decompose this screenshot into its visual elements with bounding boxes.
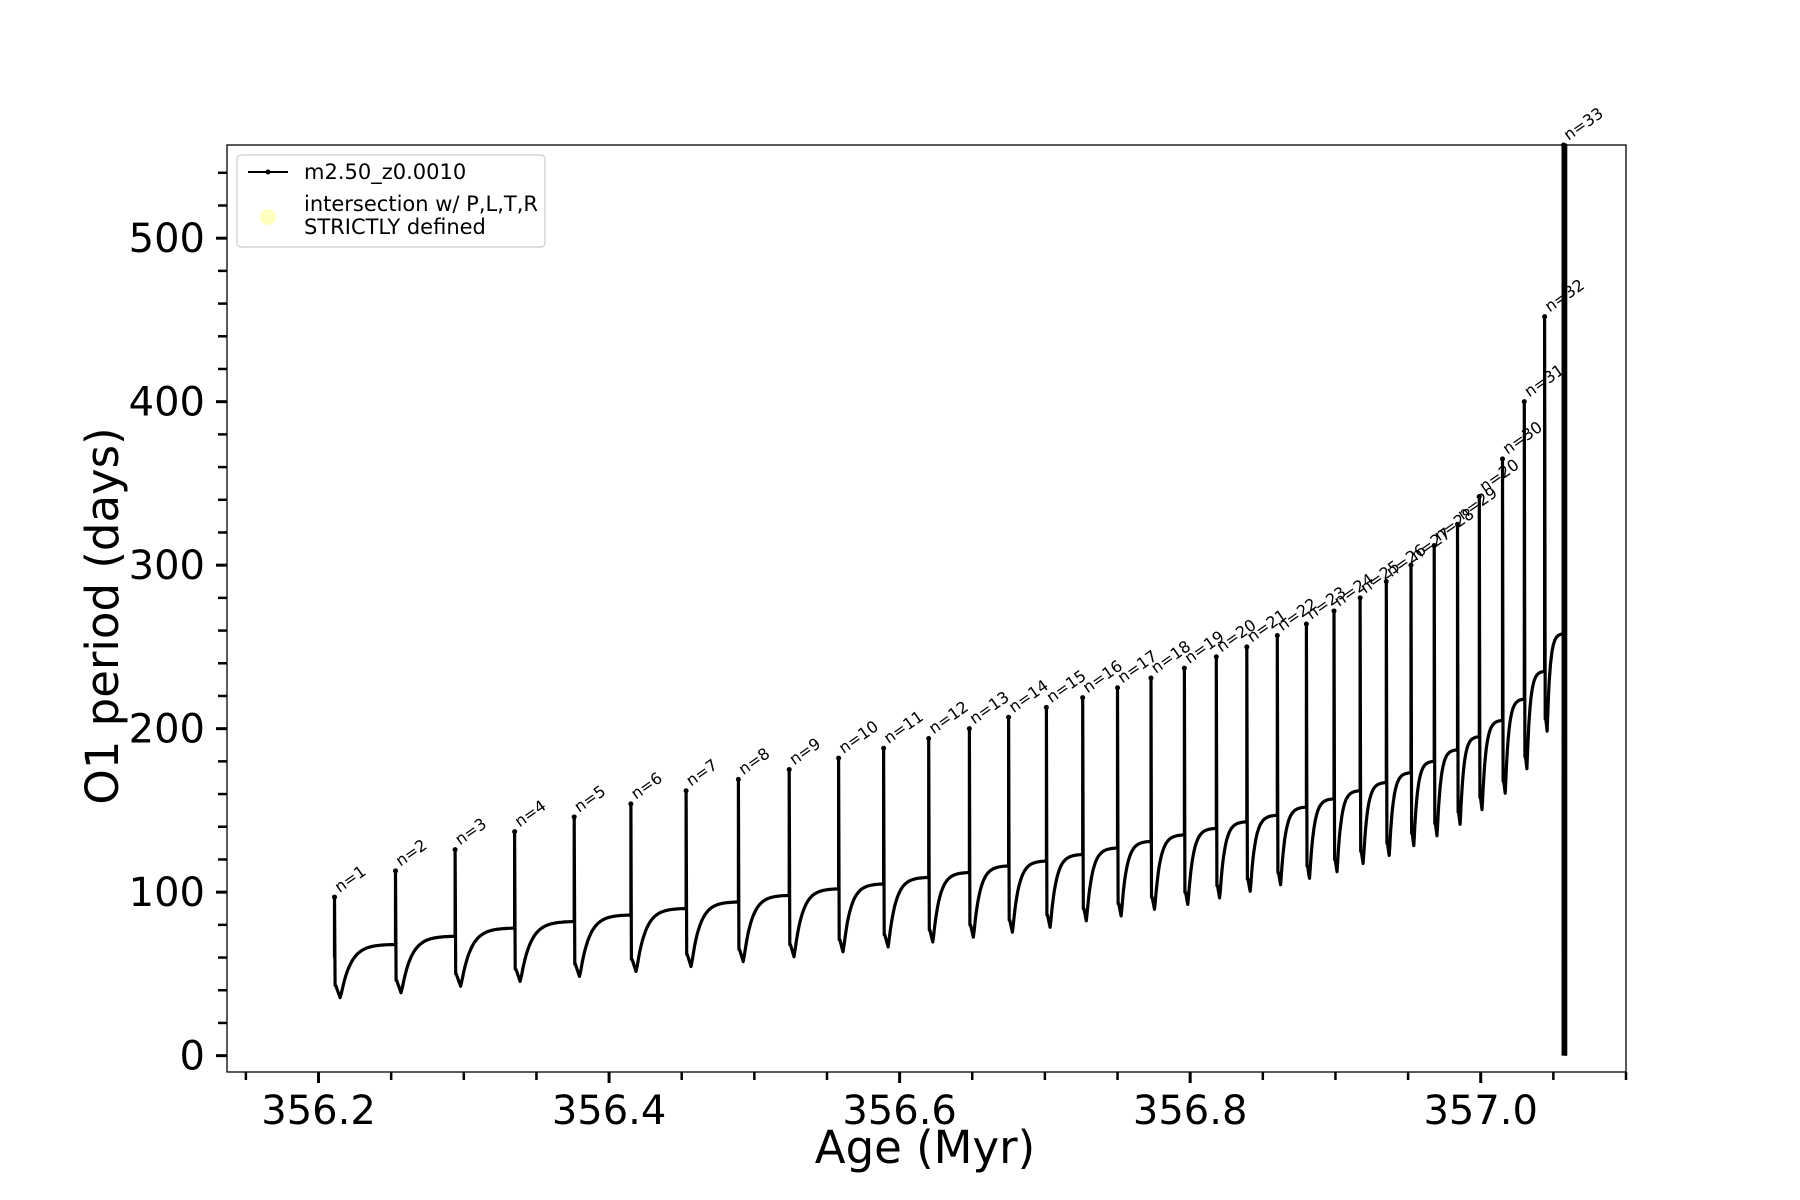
pulse-peak-marker xyxy=(786,767,792,773)
pulse-label: n=2 xyxy=(392,835,431,870)
pulse-label: n=3 xyxy=(451,814,490,849)
pulse-peak-marker xyxy=(683,788,689,794)
y-tick-label: 200 xyxy=(129,707,205,753)
pulse-peak-marker xyxy=(393,868,399,874)
pulse-label: n=33 xyxy=(1560,104,1607,145)
pulse-peak-marker xyxy=(1080,695,1086,701)
pulse-peak-marker xyxy=(1431,543,1437,549)
y-tick-label: 100 xyxy=(129,870,205,916)
pulse-peak-marker xyxy=(1043,704,1049,710)
pulse-label: n=30 xyxy=(1499,417,1546,458)
pulse-label: n=8 xyxy=(735,744,774,779)
series-m2.50_z0.0010 xyxy=(332,142,1568,1056)
pulse-peak-marker xyxy=(1006,714,1012,720)
pulse-peak-marker xyxy=(1331,608,1337,614)
pulse-peak-marker xyxy=(1244,644,1250,650)
pulse-label: n=20 xyxy=(1476,455,1523,496)
pulse-peak-marker xyxy=(1408,562,1414,568)
legend-label-series: m2.50_z0.0010 xyxy=(304,160,466,185)
x-axis-label: Age (Myr) xyxy=(815,1121,1035,1174)
pulse-peak-marker xyxy=(1181,665,1187,671)
legend-dot-marker xyxy=(265,169,271,175)
pulse-label: n=11 xyxy=(880,707,927,748)
plot-frame xyxy=(226,144,1627,1073)
pulse-label: n=5 xyxy=(571,781,610,816)
pulse-label: n=4 xyxy=(511,796,550,831)
final-pulse-band xyxy=(1561,145,1567,1056)
pulse-peak-marker xyxy=(1213,654,1219,660)
pulse-peak-marker xyxy=(571,814,577,820)
x-tick-label: 356.8 xyxy=(1133,1088,1248,1134)
pulse-peak-marker xyxy=(926,735,932,741)
legend-intersection-marker xyxy=(260,209,276,225)
pulse-peak-marker xyxy=(628,801,634,807)
pulse-label: n=7 xyxy=(682,755,721,790)
pulse-label: n=13 xyxy=(966,687,1013,728)
pulse-peak-marker xyxy=(1542,314,1548,320)
pulse-label: n=6 xyxy=(627,768,666,803)
y-tick-label: 0 xyxy=(180,1034,205,1080)
pulse-peak-marker xyxy=(1274,632,1280,638)
pulse-peak-marker xyxy=(735,776,741,782)
y-axis-label: O1 period (days) xyxy=(76,427,129,804)
legend-box xyxy=(236,154,546,248)
pulse-label: n=12 xyxy=(925,697,972,738)
legend-label-intersection: intersection w/ P,L,T,R xyxy=(304,192,538,216)
pulse-peak-marker xyxy=(966,726,972,732)
pulse-peak-marker xyxy=(1500,456,1506,462)
pulse-peak-marker xyxy=(1383,579,1389,585)
pulse-peak-marker xyxy=(836,755,842,761)
legend: m2.50_z0.0010 intersection w/ P,L,T,RSTRI… xyxy=(236,154,546,248)
x-tick-label: 356.6 xyxy=(842,1088,957,1134)
axes: 356.2 356.4 356.6 356.8 357.0 0 100 200 300 400 50… xyxy=(129,144,1628,1134)
pulse-peak-marker xyxy=(1303,621,1309,627)
pulse-peak-marker xyxy=(332,894,338,900)
pulse-peak-marker xyxy=(1476,494,1482,500)
y-tick-label: 400 xyxy=(129,380,205,426)
pulse-peak-marker xyxy=(1148,675,1154,681)
legend-label-intersection: STRICTLY defined xyxy=(304,215,486,239)
pulse-peak-marker xyxy=(1454,521,1460,527)
pulse-peak-marker xyxy=(1115,685,1121,691)
x-tick-label: 356.2 xyxy=(261,1088,376,1134)
pulse-peak-marker xyxy=(1357,595,1363,601)
pulse-peak-marker xyxy=(1521,399,1527,405)
pulse-label: n=9 xyxy=(786,734,825,769)
pulse-peak-marker xyxy=(881,745,887,751)
x-tick-label: 357.0 xyxy=(1423,1088,1538,1134)
series-line xyxy=(332,143,1568,1056)
pulse-peak-marker xyxy=(512,829,518,835)
y-tick-label: 300 xyxy=(129,543,205,589)
pulse-label: n=10 xyxy=(835,717,882,758)
pulse-peak-marker xyxy=(452,847,458,853)
y-tick-label: 500 xyxy=(129,216,205,262)
pulse-label: n=1 xyxy=(331,861,370,896)
x-tick-label: 356.4 xyxy=(552,1088,667,1134)
